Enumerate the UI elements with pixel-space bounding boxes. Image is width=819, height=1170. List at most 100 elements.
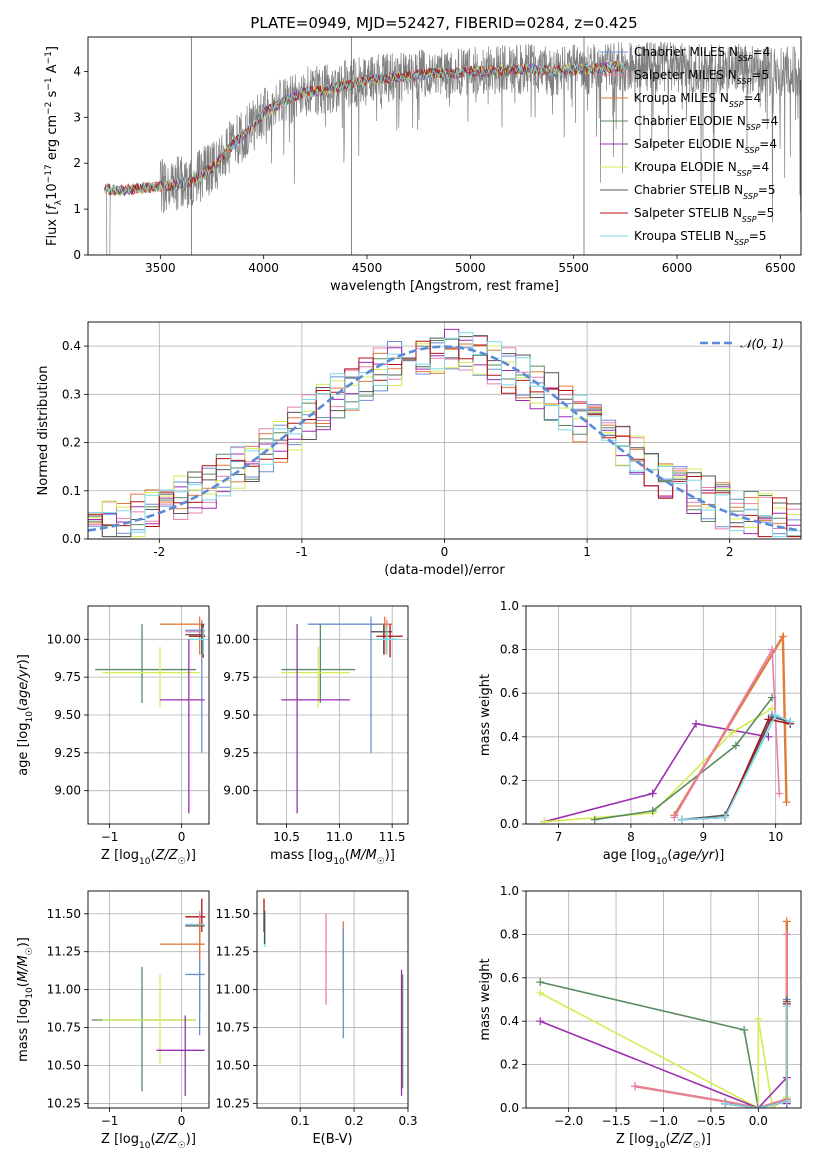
weight-marker bbox=[778, 632, 787, 641]
x-tick-label: −1.5 bbox=[602, 1114, 631, 1128]
plot-body-weight_vs_Z bbox=[536, 917, 791, 1108]
y-tick-label: 0.2 bbox=[500, 773, 519, 787]
y-tick-label: 11.50 bbox=[216, 907, 250, 921]
y-tick-label: 11.00 bbox=[216, 983, 250, 997]
frame-mass_vs_ebv: 0.1 0.2 0.3 10.25 10.50 10.75 11.00 11.25 11.50 E… bbox=[216, 890, 418, 1147]
y-tick-label: 0.4 bbox=[500, 730, 519, 744]
residual-histogram bbox=[88, 332, 801, 538]
weight-series-line bbox=[681, 713, 791, 821]
axes-mass_vs_Z: −1 0 10.25 10.50 10.75 11.00 11.25 11.50 Z [log1… bbox=[16, 890, 210, 1151]
mass_vs_ebv-x-label: E(B-V) bbox=[312, 1132, 352, 1147]
weight-series-line bbox=[544, 707, 773, 823]
residuals-y-label: Normed distribution bbox=[36, 366, 51, 496]
frame-residuals: -2 -1 0 1 2 0.0 0.1 0.2 0.3 0.4 𝒩(0, 1) (data-model… bbox=[36, 321, 802, 578]
y-tick-label: 10.00 bbox=[216, 632, 250, 646]
y-tick-label: 9.50 bbox=[223, 708, 250, 722]
axes-frame bbox=[87, 890, 210, 1109]
weight-marker bbox=[782, 1002, 791, 1011]
weight-marker bbox=[764, 715, 773, 724]
frame-weight_vs_age: 7 8 9 10 0.0 0.2 0.4 0.6 0.8 1.0 age [log10(age/yr… bbox=[478, 599, 802, 867]
gaussian-curve bbox=[88, 345, 799, 532]
weight_vs_age-x-label: age [log10(age/yr)] bbox=[603, 848, 725, 867]
legend-label: Kroupa STELIB NSSP=5 bbox=[634, 229, 766, 247]
y-tick-label: 3 bbox=[73, 110, 81, 124]
weight-marker bbox=[740, 1025, 749, 1034]
weight-series-line bbox=[594, 697, 773, 821]
legend-label: Salpeter ELODIE NSSP=4 bbox=[634, 137, 777, 155]
axes-spectrum: 3500 4000 4500 5000 5500 6000 6500 0 1 2 3 4 Chabrie… bbox=[44, 36, 802, 294]
y-tick-label: 0.2 bbox=[500, 1058, 519, 1072]
y-tick-label: 0.4 bbox=[62, 339, 81, 353]
weight-marker bbox=[590, 815, 599, 824]
y-tick-label: 0.0 bbox=[62, 532, 81, 546]
x-tick-label: 6500 bbox=[765, 261, 796, 275]
x-tick-label: 7 bbox=[555, 830, 563, 844]
x-tick-label: 0.3 bbox=[398, 1114, 417, 1128]
weight-marker bbox=[677, 815, 686, 824]
legend-label: Chabrier STELIB NSSP=5 bbox=[634, 183, 776, 201]
axes-residuals: -2 -1 0 1 2 0.0 0.1 0.2 0.3 0.4 𝒩(0, 1) (data-model… bbox=[36, 321, 802, 578]
x-tick-label: 0 bbox=[441, 545, 449, 559]
y-tick-label: 0.2 bbox=[62, 436, 81, 450]
weight-series-line bbox=[724, 1006, 788, 1108]
x-tick-label: 10 bbox=[768, 830, 783, 844]
x-tick-label: −1 bbox=[101, 830, 119, 844]
plot-layer: 3500 4000 4500 5000 5500 6000 6500 0 1 2 3 4 Chabrie… bbox=[16, 36, 802, 1151]
frame-spectrum: 3500 4000 4500 5000 5500 6000 6500 0 1 2 3 4 Chabrie… bbox=[44, 36, 802, 294]
plot-body-weight_vs_age bbox=[540, 632, 795, 824]
y-tick-label: 2 bbox=[73, 156, 81, 170]
weight-marker bbox=[754, 1015, 763, 1024]
plot-body-age_vs_Z bbox=[95, 616, 206, 814]
weight-marker bbox=[648, 789, 657, 798]
weight-marker bbox=[631, 1082, 640, 1091]
weight-marker bbox=[536, 988, 545, 997]
weight-marker bbox=[728, 728, 737, 737]
x-tick-label: 6000 bbox=[662, 261, 693, 275]
y-tick-label: 10.50 bbox=[47, 1059, 81, 1073]
weight-marker bbox=[771, 711, 780, 719]
y-tick-label: 10.25 bbox=[216, 1096, 250, 1110]
y-tick-label: 9.50 bbox=[54, 708, 81, 722]
weight-marker bbox=[775, 789, 784, 798]
legend-label: Chabrier ELODIE NSSP=4 bbox=[634, 114, 778, 132]
y-tick-label: 0.6 bbox=[500, 971, 519, 985]
weight-marker bbox=[782, 1097, 791, 1106]
weight-marker bbox=[786, 717, 795, 726]
x-tick-label: 5000 bbox=[455, 261, 486, 275]
y-tick-label: 0.0 bbox=[500, 1101, 519, 1115]
y-tick-label: 1.0 bbox=[500, 599, 519, 613]
x-tick-label: 0.1 bbox=[291, 1114, 310, 1128]
axes-age_vs_mass: 10.5 11.0 11.5 9.00 9.25 9.50 9.75 10.00 mass [l… bbox=[216, 605, 409, 867]
y-tick-label: 10.75 bbox=[47, 1021, 81, 1035]
y-tick-label: 10.75 bbox=[216, 1021, 250, 1035]
legend-label: 𝒩(0, 1) bbox=[740, 337, 784, 351]
weight-series-line bbox=[681, 716, 791, 821]
y-tick-label: 0.0 bbox=[500, 817, 519, 831]
x-tick-label: 9 bbox=[699, 830, 707, 844]
weight-marker bbox=[721, 1099, 730, 1108]
weight-marker bbox=[754, 1104, 763, 1108]
y-tick-label: 11.25 bbox=[47, 945, 81, 959]
x-tick-label: 4500 bbox=[352, 261, 383, 275]
x-tick-label: 1 bbox=[583, 545, 591, 559]
weight-marker bbox=[692, 719, 701, 728]
weight-marker bbox=[648, 806, 657, 815]
x-tick-label: 8 bbox=[627, 830, 635, 844]
frame-age_vs_Z: −1 0 9.00 9.25 9.50 9.75 10.00 Z [log10(Z/Z☉)] a… bbox=[16, 605, 210, 867]
y-tick-label: 0.6 bbox=[500, 686, 519, 700]
y-tick-label: 0.3 bbox=[62, 387, 81, 401]
axes-weight_vs_Z: −2.0 −1.5 −1.0 −0.5 0.0 0.0 0.2 0.4 0.6 0.8 1.0 Z [… bbox=[478, 884, 802, 1151]
plot-body-residuals bbox=[88, 328, 801, 538]
weight-marker bbox=[670, 813, 679, 822]
y-tick-label: 10.00 bbox=[47, 632, 81, 646]
weight-marker bbox=[782, 798, 791, 807]
y-tick-label: 0.4 bbox=[500, 1014, 519, 1028]
y-tick-label: 1 bbox=[73, 202, 81, 216]
y-tick-label: 0 bbox=[73, 248, 81, 262]
x-tick-label: −0.5 bbox=[696, 1114, 725, 1128]
axes-frame bbox=[525, 605, 802, 825]
mass_vs_Z-y-label: mass [log10(M/M☉)] bbox=[16, 937, 35, 1062]
spectrum-legend: Chabrier MILES NSSP=4 Salpeter MILES NSSP… bbox=[600, 45, 778, 247]
x-tick-label: −1.0 bbox=[649, 1114, 678, 1128]
frame-mass_vs_Z: −1 0 10.25 10.50 10.75 11.00 11.25 11.50 Z [log1… bbox=[16, 890, 210, 1151]
